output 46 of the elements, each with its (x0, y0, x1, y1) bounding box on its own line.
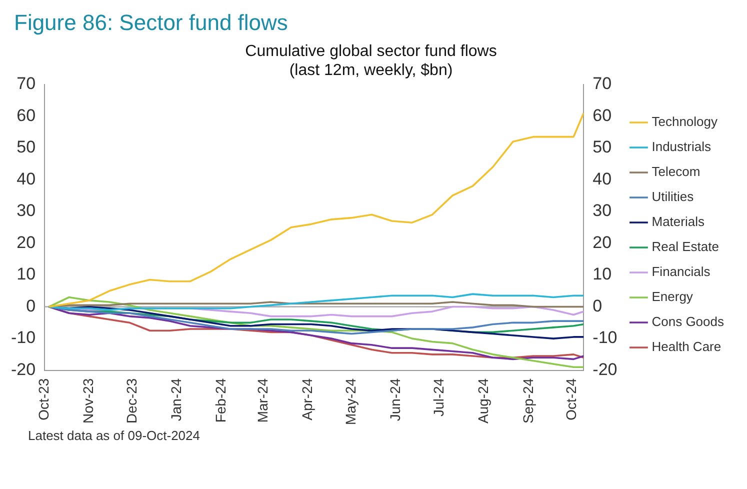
legend-label: Industrials (652, 139, 712, 154)
legend-label: Materials (652, 214, 705, 230)
y-tick-label: 10 (16, 264, 36, 284)
legend-label: Cons Goods (652, 314, 724, 330)
y-tick-label: 60 (16, 106, 36, 125)
x-tick-label: Oct-23 (35, 378, 52, 420)
chart-subtitle: Cumulative global sector fund flows (last 12m, weekly, $bn) (245, 43, 497, 80)
y-tick-label: 50 (16, 138, 36, 157)
y2-tick-label: 70 (592, 74, 612, 94)
x-tick-label: Mar-24 (254, 378, 271, 423)
y2-tick-label: 50 (592, 138, 612, 157)
y2-tick-label: 40 (592, 169, 612, 188)
y-tick-label: 20 (16, 232, 36, 252)
text: Latest data as of 09-Oct-2024 (27, 428, 201, 443)
y-tick-label: -20 (10, 360, 36, 380)
x-tick-label: Apr-24 (299, 378, 316, 420)
x-tick-label: Aug-24 (475, 378, 492, 424)
y2-tick-label: 20 (592, 232, 612, 252)
x-tick-label: Jan-24 (168, 378, 184, 422)
y2-tick-label: 10 (592, 264, 612, 284)
legend-label: Telecom (652, 164, 700, 180)
legend-label: Technology (652, 114, 718, 130)
y2-tick-label: 0 (592, 296, 602, 316)
x-tick-label: Nov-23 (80, 378, 96, 424)
y-tick-label: 0 (26, 296, 36, 316)
x-tick-label: Oct-24 (562, 378, 579, 420)
x-tick-label: Jul-24 (430, 378, 446, 416)
x-tick-label: Jun-24 (387, 378, 404, 422)
x-tick-label: May-24 (342, 378, 358, 426)
x-tick-label: Dec-23 (123, 378, 140, 424)
y-tick-label: -10 (10, 328, 36, 348)
y-tick-label: 70 (16, 74, 36, 94)
y2-tick-label: 30 (592, 201, 612, 220)
y2-tick-label: 60 (592, 106, 612, 125)
legend-label: Health Care (652, 339, 722, 354)
y-tick-label: 40 (16, 169, 36, 188)
y-tick-label: 30 (16, 201, 36, 220)
legend-label: Energy (652, 289, 694, 304)
legend-label: Real Estate (652, 239, 719, 254)
legend-label: Financials (652, 264, 711, 280)
x-tick-label: Sep-24 (520, 378, 536, 424)
x-tick-label: Feb-24 (212, 378, 229, 423)
y2-tick-label: -10 (592, 328, 618, 348)
legend-label: Utilities (652, 189, 694, 204)
y2-tick-label: -20 (592, 360, 618, 380)
chart-title: Figure 86: Sector fund flows (13, 9, 289, 37)
